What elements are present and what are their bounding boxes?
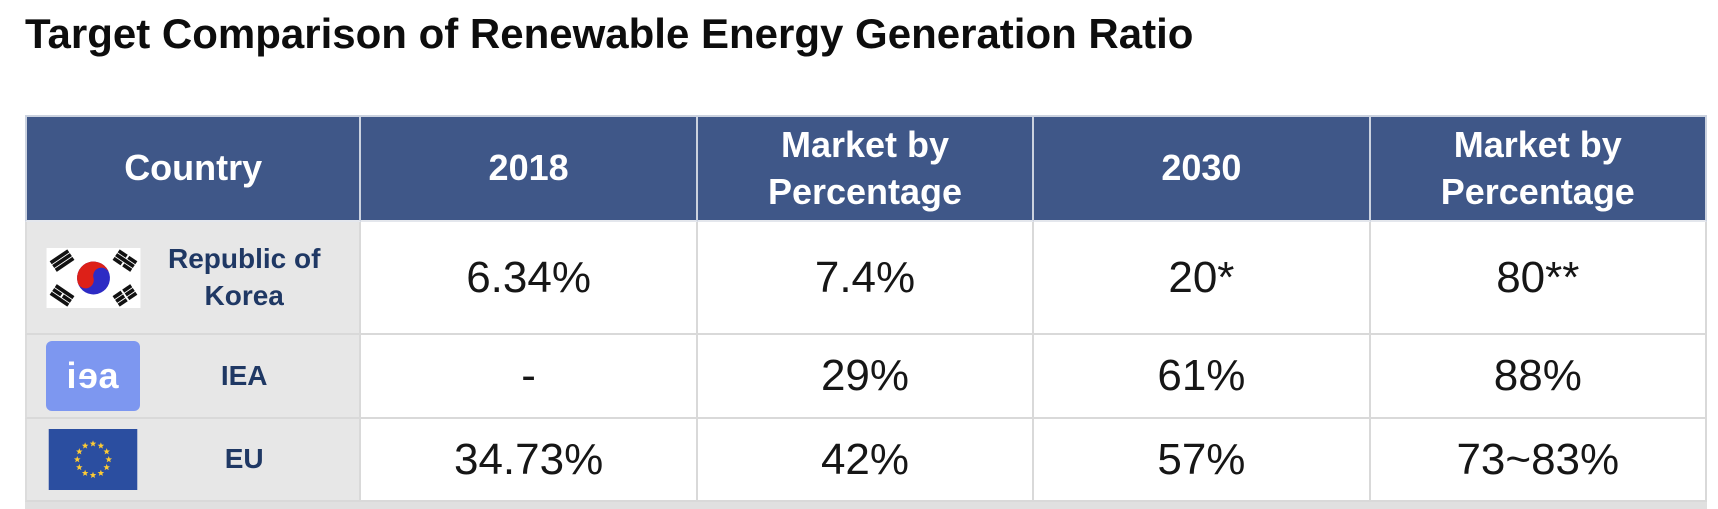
- table-bottom-strip: [25, 502, 1707, 509]
- iea-2018-value: -: [361, 335, 698, 419]
- korea-2030-value: 20*: [1034, 222, 1371, 335]
- iea-market-2018-value: 29%: [697, 335, 1035, 419]
- header-cell-2018: 2018: [361, 115, 698, 222]
- eu-market-2018-value: 42%: [697, 419, 1035, 502]
- korea-2018-value: 6.34%: [361, 222, 698, 335]
- eu-market-2030-value: 73~83%: [1370, 419, 1707, 502]
- header-cell-market-2018: Market by Percentage: [697, 115, 1035, 222]
- iea-market-2030-value: 88%: [1370, 335, 1707, 419]
- header-cell-country: Country: [25, 115, 362, 222]
- iea-2030-value: 61%: [1034, 335, 1371, 419]
- iea-logo-letter: e: [77, 355, 99, 396]
- header-cell-market-2030: Market by Percentage: [1370, 115, 1707, 222]
- korea-flag-icon: [43, 247, 143, 308]
- eu-flag-icon: [43, 429, 143, 490]
- country-label-korea: Republic of Korea: [167, 242, 321, 311]
- country-label-iea: IEA: [220, 359, 268, 391]
- eu-2018-value: 34.73%: [361, 419, 698, 502]
- eu-2030-value: 57%: [1034, 419, 1371, 502]
- korea-market-2018-value: 7.4%: [697, 222, 1035, 335]
- page-title: Target Comparison of Renewable Energy Ge…: [25, 10, 1194, 57]
- comparison-table: Country 2018 Market by Percentage 2030 M…: [25, 115, 1707, 502]
- country-cell-korea: Republic of Korea: [25, 222, 362, 335]
- iea-logo-letter: i: [66, 355, 78, 396]
- country-label-eu: EU: [224, 443, 264, 475]
- header-cell-2030: 2030: [1034, 115, 1371, 222]
- country-cell-eu: EU: [25, 419, 362, 502]
- iea-logo-letter: a: [98, 355, 120, 396]
- korea-market-2030-value: 80**: [1370, 222, 1707, 335]
